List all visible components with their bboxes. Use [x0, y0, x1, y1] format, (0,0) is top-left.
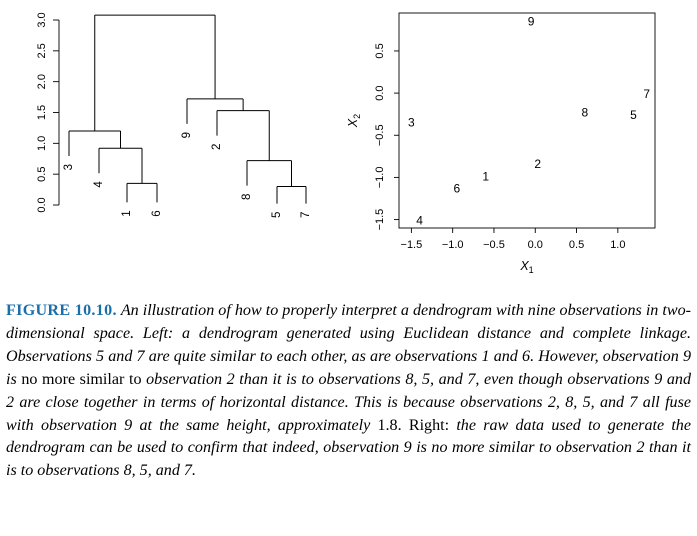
caption-segment: An illustration of how to properly inter…: [6, 302, 691, 388]
x-tick-label: 0.0: [528, 239, 543, 251]
y-tick-label: −0.5: [374, 124, 386, 146]
point-label: 3: [408, 116, 415, 130]
x-tick-label: 0.5: [569, 239, 584, 251]
x-axis-label: X1: [519, 259, 533, 275]
y-tick-label: 2.5: [36, 43, 48, 58]
y-tick-label: 0.5: [374, 43, 386, 58]
point-label: 4: [416, 213, 423, 227]
y-tick-label: −1.0: [374, 167, 386, 189]
y-axis-label-subscript: 2: [352, 114, 362, 119]
y-tick-label: −1.5: [374, 209, 386, 231]
caption-segment: observation 2 than it is to observations…: [6, 370, 691, 434]
leaf-label: 6: [151, 210, 163, 216]
y-tick-label: 3.0: [36, 12, 48, 27]
caption-segment: no more similar to: [21, 370, 142, 388]
y-tick-label: 1.5: [36, 105, 48, 120]
x-tick-label: 1.0: [610, 239, 625, 251]
figure: 0.0 0.5 1.0 1.5 2.0 2.5 3.0 3 4 1 6 9 2 8 5 7 −1.5 −1.0−…: [36, 12, 656, 275]
leaf-label: 5: [271, 212, 283, 218]
leaf-label: 9: [181, 132, 193, 138]
point-label: 1: [482, 170, 489, 184]
caption-segment: the raw data used to generate the dendro…: [6, 416, 691, 480]
x-tick-label: −1.5: [401, 239, 423, 251]
leaf-label: 8: [241, 194, 253, 200]
scatter-chart: −1.5 −1.0 −0.5 0.0 0.5 1.0 −1.5 −1.0 −0.5 0.0 0.5 X…: [346, 12, 656, 275]
figure-label: FIGURE 10.10.: [6, 302, 117, 319]
y-tick-label: 0.0: [374, 85, 386, 100]
plot-frame: [398, 12, 656, 229]
point-label: 9: [528, 14, 535, 28]
leaf-label: 7: [300, 212, 312, 218]
leaf-label: 3: [63, 164, 75, 170]
leaf-label: 4: [93, 181, 105, 188]
point-label: 6: [453, 181, 460, 195]
x-axis-label-subscript: 1: [529, 265, 534, 275]
leaf-label: 1: [121, 210, 133, 216]
leaf-label: 2: [211, 144, 223, 150]
y-tick-label: 2.0: [36, 74, 48, 89]
point-label: 5: [630, 108, 637, 122]
y-tick-label: 1.0: [36, 136, 48, 151]
y-tick-label: 0.0: [36, 197, 48, 212]
y-axis-label: X2: [346, 114, 362, 128]
x-tick-label: −1.0: [442, 239, 464, 251]
y-tick-label: 0.5: [36, 167, 48, 182]
point-label: 8: [581, 106, 588, 120]
x-tick-label: −0.5: [483, 239, 505, 251]
caption-segment: 1.8. Right:: [377, 416, 450, 434]
figure-caption: FIGURE 10.10. An illustration of how to …: [6, 300, 691, 483]
point-label: 2: [534, 157, 541, 171]
point-label: 7: [643, 87, 650, 101]
